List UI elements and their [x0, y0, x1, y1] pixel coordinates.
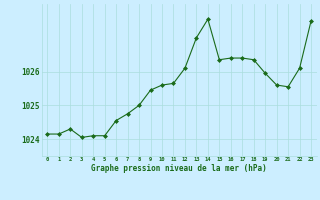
X-axis label: Graphe pression niveau de la mer (hPa): Graphe pression niveau de la mer (hPa) [91, 164, 267, 173]
